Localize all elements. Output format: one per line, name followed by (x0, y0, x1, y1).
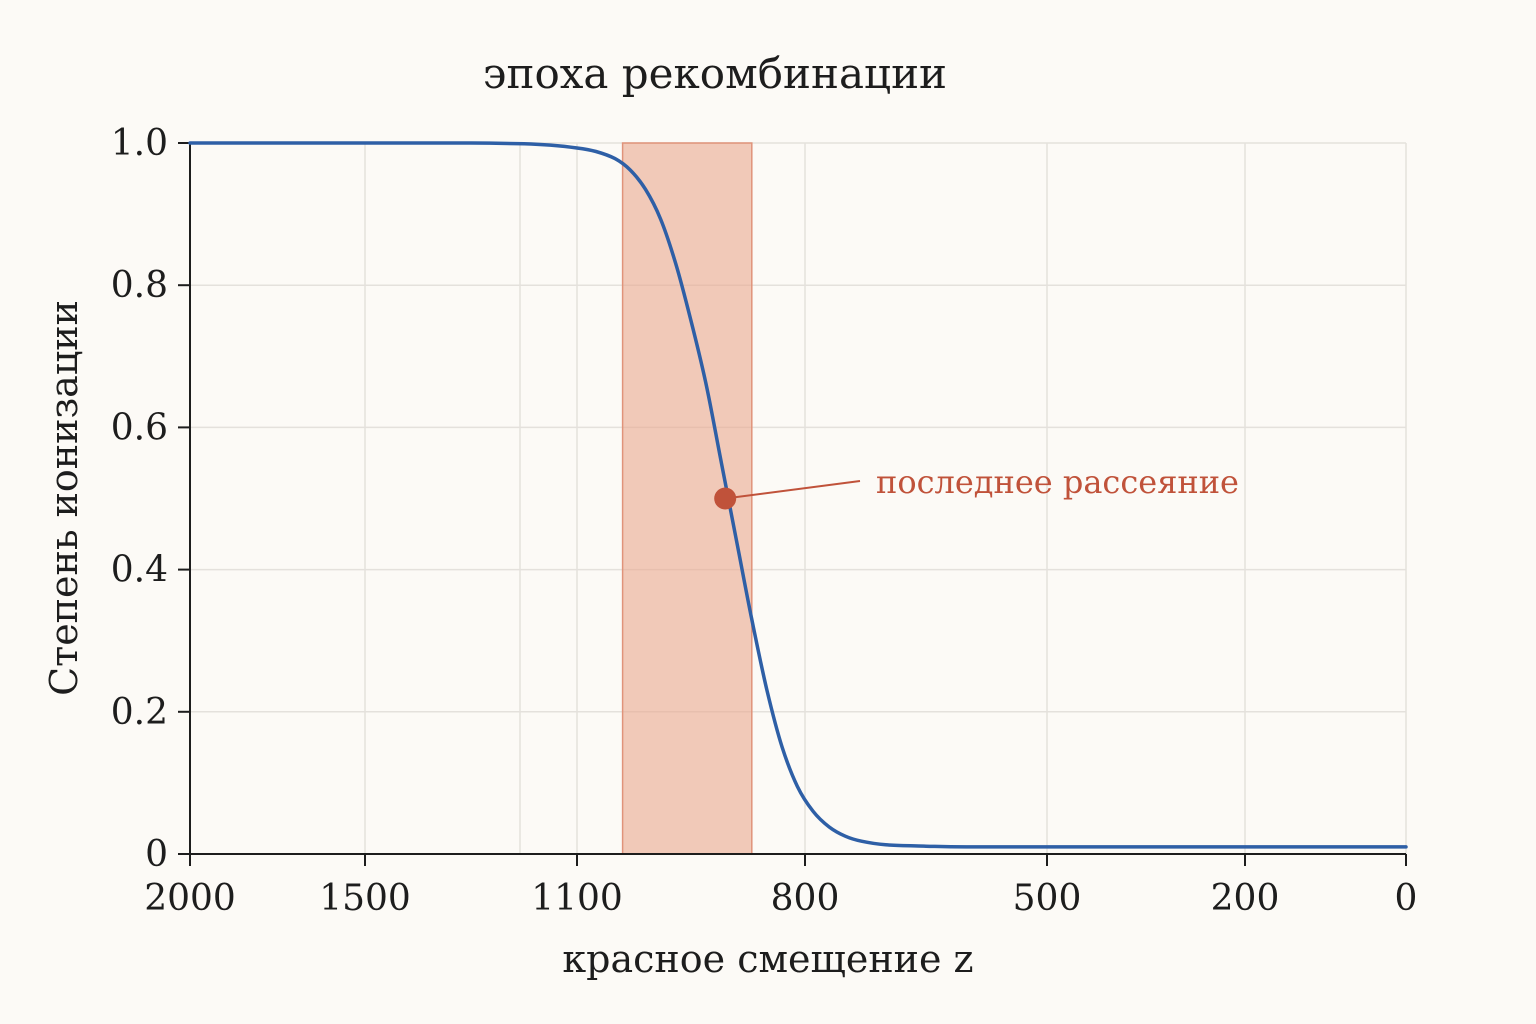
y-tick-label: 1.0 (111, 123, 168, 164)
x-tick-label: 800 (771, 878, 840, 919)
y-tick-label: 0.8 (111, 265, 168, 306)
y-tick-label: 0 (145, 834, 168, 875)
annotation-label: последнее рассеяние (876, 463, 1239, 501)
y-tick-label: 0.4 (111, 550, 168, 591)
x-tick-label: 1100 (531, 878, 623, 919)
annotation-layer: последнее рассеяние (714, 463, 1239, 510)
chart-title: эпоха рекомбинации (483, 49, 947, 98)
series-layer (188, 141, 1408, 849)
annotation-leader-line (725, 480, 861, 500)
x-tick-label: 200 (1211, 878, 1280, 919)
y-tick-label: 0.2 (111, 692, 168, 733)
x-tick-label: 0 (1395, 878, 1418, 919)
x-tick-label: 500 (1013, 878, 1082, 919)
y-axis-label: Степень ионизации (42, 300, 86, 696)
x-tick-label: 2000 (144, 878, 236, 919)
y-tick-label: 0.6 (111, 407, 168, 448)
last-scattering-point (714, 487, 737, 510)
x-tick-label: 1500 (319, 878, 411, 919)
series-line-ionization (188, 141, 1408, 849)
x-axis-label: красное смещение z (562, 937, 973, 981)
